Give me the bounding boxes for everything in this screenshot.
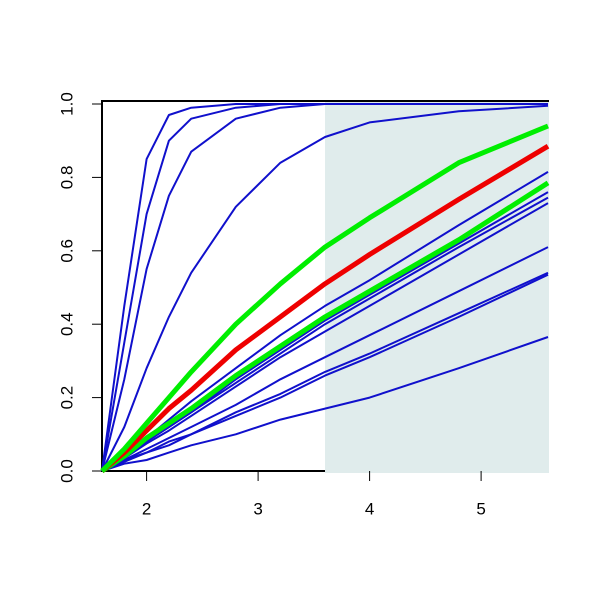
series-line	[100, 123, 549, 473]
series-line	[101, 104, 549, 472]
series-line	[101, 273, 549, 472]
x-tick-label: 2	[142, 499, 151, 518]
y-tick-label: 1.0	[57, 92, 76, 116]
series-line	[100, 180, 550, 474]
shaded-region	[325, 102, 549, 473]
series-line	[101, 103, 548, 472]
x-tick-label: 3	[253, 499, 262, 518]
y-tick-label: 0.8	[57, 166, 76, 190]
x-tick-label: 4	[365, 499, 374, 518]
series-line	[101, 336, 549, 472]
y-tick-label: 0.0	[57, 459, 76, 483]
y-tick-label: 0.6	[57, 239, 76, 263]
y-tick-label: 0.4	[57, 312, 76, 336]
series-line	[100, 144, 550, 473]
y-tick-label: 0.2	[57, 386, 76, 410]
series-line	[101, 202, 549, 472]
series-line	[101, 246, 549, 472]
x-tick-label: 5	[476, 499, 485, 518]
